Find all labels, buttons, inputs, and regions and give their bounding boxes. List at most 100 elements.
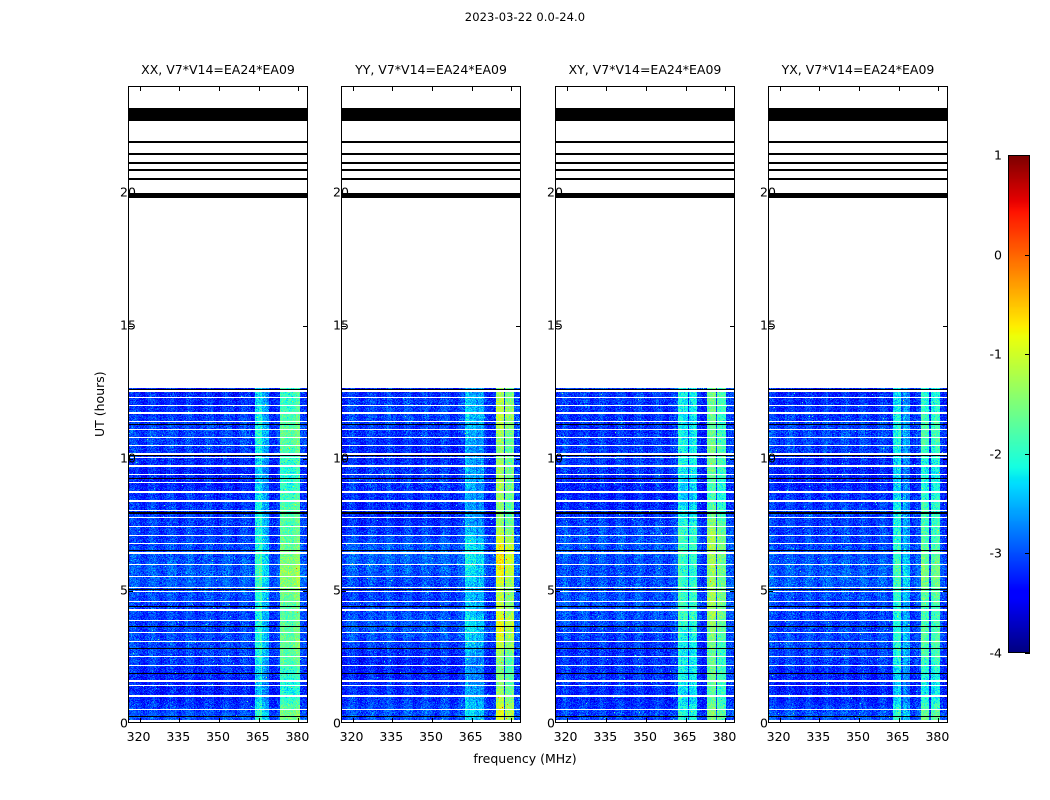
xtick-top-380 xyxy=(938,87,940,91)
xtick-bottom-320 xyxy=(139,718,141,722)
xticklabel-xy-320: 320 xyxy=(553,729,578,744)
xtick-bottom-350 xyxy=(219,718,220,722)
ytick-right-20 xyxy=(730,193,734,195)
xtick-bottom-365 xyxy=(898,718,900,722)
xtick-top-335 xyxy=(179,87,181,91)
xtick-top-365 xyxy=(685,87,687,91)
xtick-bottom-320 xyxy=(566,718,568,722)
colorbar-ticklabel-1: 1 xyxy=(994,147,1002,163)
colorbar-ticklabel--2: -2 xyxy=(989,446,1002,462)
ytick-right-5 xyxy=(303,591,307,593)
xtick-top-365 xyxy=(471,87,473,91)
waterfall-axes-yy xyxy=(341,86,521,723)
colorbar-tick-0 xyxy=(1025,254,1030,256)
xtick-top-335 xyxy=(606,87,608,91)
ytick-right-15 xyxy=(303,325,307,327)
xtick-bottom-365 xyxy=(685,718,687,722)
colorbar-tick--3 xyxy=(1025,553,1030,555)
ytick-left-20 xyxy=(129,193,133,195)
xtick-top-320 xyxy=(352,87,354,91)
xtick-bottom-335 xyxy=(606,718,608,722)
colorbar-ticklabel--1: -1 xyxy=(989,346,1002,362)
ytick-left-5 xyxy=(769,591,773,593)
figure-suptitle: 2023-03-22 0.0-24.0 xyxy=(464,10,586,24)
xticklabel-yy-380: 380 xyxy=(498,729,523,744)
colorbar xyxy=(1008,155,1030,653)
ytick-right-10 xyxy=(730,458,734,460)
xtick-bottom-335 xyxy=(819,718,821,722)
colorbar-tick-1 xyxy=(1025,155,1030,156)
xtick-top-350 xyxy=(859,87,860,91)
xtick-top-320 xyxy=(139,87,141,91)
xticklabel-xx-380: 380 xyxy=(285,729,310,744)
panel-xy: XY, V7*V14=EA24*EA09 xyxy=(555,62,735,723)
xtick-bottom-380 xyxy=(725,718,727,722)
xticklabel-xy-335: 335 xyxy=(593,729,618,744)
xtick-bottom-380 xyxy=(511,718,513,722)
xticklabel-yy-320: 320 xyxy=(339,729,364,744)
xtick-top-335 xyxy=(819,87,821,91)
xtick-bottom-320 xyxy=(779,718,781,722)
ytick-left-20 xyxy=(342,193,346,195)
xticklabel-xx-335: 335 xyxy=(166,729,191,744)
xtick-bottom-320 xyxy=(352,718,354,722)
ytick-left-20 xyxy=(556,193,560,195)
ytick-left-15 xyxy=(342,325,346,327)
xticklabel-xy-350: 350 xyxy=(633,729,657,744)
panel-title-xx: XX, V7*V14=EA24*EA09 xyxy=(141,62,295,77)
panel-title-yx: YX, V7*V14=EA24*EA09 xyxy=(781,62,935,77)
waterfall-image-yy xyxy=(342,87,520,722)
panel-yy: YY, V7*V14=EA24*EA09 xyxy=(341,62,521,723)
ytick-right-15 xyxy=(730,325,734,327)
xtick-top-380 xyxy=(511,87,513,91)
ytick-left-10 xyxy=(556,458,560,460)
xticklabel-yy-350: 350 xyxy=(419,729,443,744)
waterfall-image-yx xyxy=(769,87,947,722)
colorbar-ticklabel--3: -3 xyxy=(989,545,1002,561)
ytick-right-10 xyxy=(303,458,307,460)
ytick-left-15 xyxy=(556,325,560,327)
ytick-right-20 xyxy=(303,193,307,195)
xticklabel-xy-380: 380 xyxy=(712,729,737,744)
xtick-bottom-365 xyxy=(258,718,260,722)
ytick-right-10 xyxy=(516,458,520,460)
xticklabel-yx-320: 320 xyxy=(766,729,791,744)
ytick-left-5 xyxy=(556,591,560,593)
ytick-right-10 xyxy=(943,458,947,460)
ytick-left-5 xyxy=(129,591,133,593)
xtick-bottom-365 xyxy=(471,718,473,722)
xticklabel-yy-335: 335 xyxy=(379,729,404,744)
colorbar-gradient xyxy=(1009,156,1029,652)
xtick-top-365 xyxy=(258,87,260,91)
panel-yx: YX, V7*V14=EA24*EA09 xyxy=(768,62,948,723)
ytick-right-5 xyxy=(730,591,734,593)
ytick-left-5 xyxy=(342,591,346,593)
xtick-top-320 xyxy=(566,87,568,91)
ytick-right-15 xyxy=(516,325,520,327)
xtick-top-350 xyxy=(432,87,433,91)
colorbar-tick--1 xyxy=(1025,354,1030,356)
xticklabel-yx-350: 350 xyxy=(846,729,870,744)
ytick-right-5 xyxy=(943,591,947,593)
xtick-bottom-335 xyxy=(392,718,394,722)
y-axis-label: UT (hours) xyxy=(92,370,107,437)
ytick-right-20 xyxy=(943,193,947,195)
xtick-bottom-335 xyxy=(179,718,181,722)
waterfall-axes-xx xyxy=(128,86,308,723)
xtick-bottom-380 xyxy=(298,718,300,722)
xticklabel-yx-365: 365 xyxy=(885,729,910,744)
panel-xx: XX, V7*V14=EA24*EA09 xyxy=(128,62,308,723)
colorbar-ticklabel-0: 0 xyxy=(994,247,1002,263)
ytick-right-20 xyxy=(516,193,520,195)
waterfall-axes-yx xyxy=(768,86,948,723)
ytick-right-15 xyxy=(943,325,947,327)
xtick-top-365 xyxy=(898,87,900,91)
xticklabel-yx-380: 380 xyxy=(925,729,950,744)
waterfall-axes-xy xyxy=(555,86,735,723)
xticklabel-xx-320: 320 xyxy=(126,729,151,744)
xtick-bottom-380 xyxy=(938,718,940,722)
xtick-bottom-350 xyxy=(859,718,860,722)
xticklabel-xy-365: 365 xyxy=(672,729,697,744)
ytick-left-10 xyxy=(769,458,773,460)
